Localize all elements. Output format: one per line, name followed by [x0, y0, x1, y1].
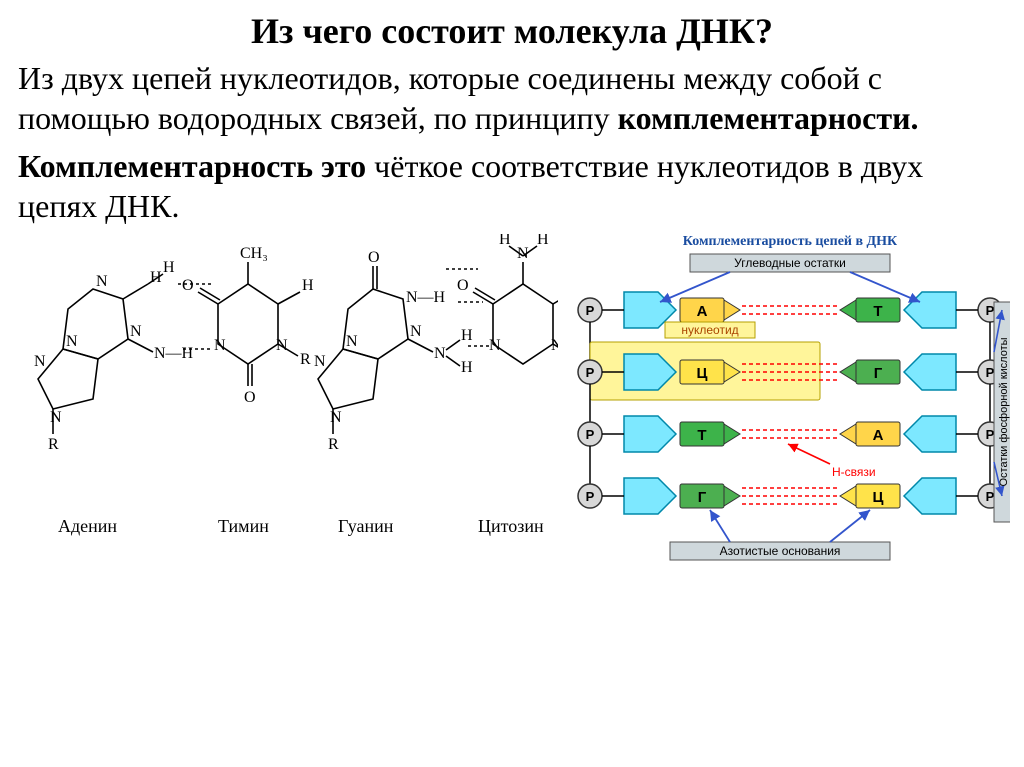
svg-text:R: R: [300, 351, 311, 368]
svg-text:N: N: [214, 337, 226, 354]
label-cytosine: Цитозин: [478, 516, 544, 536]
complementarity-diagram: Комплементарность цепей в ДНК Углеводные…: [570, 234, 1010, 567]
svg-text:O: O: [457, 277, 469, 294]
svg-text:N—H: N—H: [406, 289, 446, 306]
svg-text:N: N: [66, 333, 78, 350]
svg-text:Т: Т: [697, 427, 706, 444]
svg-text:N: N: [489, 337, 501, 354]
svg-text:H: H: [461, 327, 473, 344]
complementarity-title: Комплементарность цепей в ДНК: [570, 234, 1010, 250]
svg-text:Р: Р: [586, 303, 595, 318]
svg-text:H: H: [461, 359, 473, 376]
label-guanine: Гуанин: [338, 516, 394, 536]
svg-text:N—H: N—H: [154, 345, 194, 362]
label-thymine: Тимин: [218, 516, 269, 536]
svg-text:N: N: [34, 353, 46, 370]
paragraph-2: Комплементарность это чёткое соответстви…: [18, 146, 1006, 226]
svg-text:Углеводные остатки: Углеводные остатки: [734, 256, 846, 270]
svg-text:А: А: [697, 303, 708, 320]
svg-text:Г: Г: [698, 489, 707, 506]
svg-text:H: H: [150, 269, 162, 286]
svg-text:H: H: [499, 234, 511, 248]
svg-text:H: H: [302, 277, 314, 294]
paragraph-1: Из двух цепей нуклеотидов, которые соеди…: [18, 58, 1006, 138]
svg-text:Ц: Ц: [697, 365, 708, 382]
svg-text:N: N: [50, 409, 62, 426]
svg-text:Р: Р: [586, 365, 595, 380]
diagram-row: N N N N N R H N—H H: [18, 234, 1006, 567]
svg-text:N: N: [434, 345, 446, 362]
svg-text:H: H: [163, 259, 175, 276]
compl-svg: Углеводные остатки Р А Р Т Р Ц Р Г Р Т Р А Р Г Р Цнуклео…: [570, 252, 1010, 562]
svg-text:А: А: [873, 427, 884, 444]
chemical-structures: N N N N N R H N—H H: [18, 234, 558, 559]
svg-text:Г: Г: [874, 365, 883, 382]
svg-text:Р: Р: [586, 489, 595, 504]
svg-text:Н-связи: Н-связи: [832, 465, 876, 479]
svg-text:нуклеотид: нуклеотид: [681, 323, 738, 337]
page-title: Из чего состоит молекула ДНК?: [18, 10, 1006, 52]
svg-text:O: O: [368, 249, 380, 266]
svg-text:Р: Р: [986, 427, 995, 442]
svg-text:H: H: [537, 234, 549, 248]
svg-text:N: N: [314, 353, 326, 370]
svg-text:N: N: [330, 409, 342, 426]
svg-text:Остатки фосфорной кислоты: Остатки фосфорной кислоты: [998, 337, 1010, 486]
svg-text:N: N: [410, 323, 422, 340]
svg-text:N: N: [130, 323, 142, 340]
svg-text:Ц: Ц: [873, 489, 884, 506]
svg-text:CH₃: CH₃: [240, 245, 268, 262]
chem-svg: N N N N N R H N—H H: [18, 234, 558, 554]
para2-bold: Комплементарность это: [18, 148, 366, 184]
svg-text:O: O: [244, 389, 256, 406]
svg-text:O: O: [182, 277, 194, 294]
svg-text:Азотистые основания: Азотистые основания: [720, 544, 841, 558]
svg-text:Р: Р: [986, 365, 995, 380]
svg-text:Т: Т: [873, 303, 882, 320]
label-adenine: Аденин: [58, 516, 117, 536]
svg-text:Р: Р: [986, 303, 995, 318]
svg-text:R: R: [48, 436, 59, 453]
svg-text:N: N: [346, 333, 358, 350]
svg-text:Р: Р: [586, 427, 595, 442]
svg-text:R: R: [328, 436, 339, 453]
svg-text:Р: Р: [986, 489, 995, 504]
para1-bold: комплементарности.: [618, 100, 919, 136]
svg-text:N: N: [96, 273, 108, 290]
